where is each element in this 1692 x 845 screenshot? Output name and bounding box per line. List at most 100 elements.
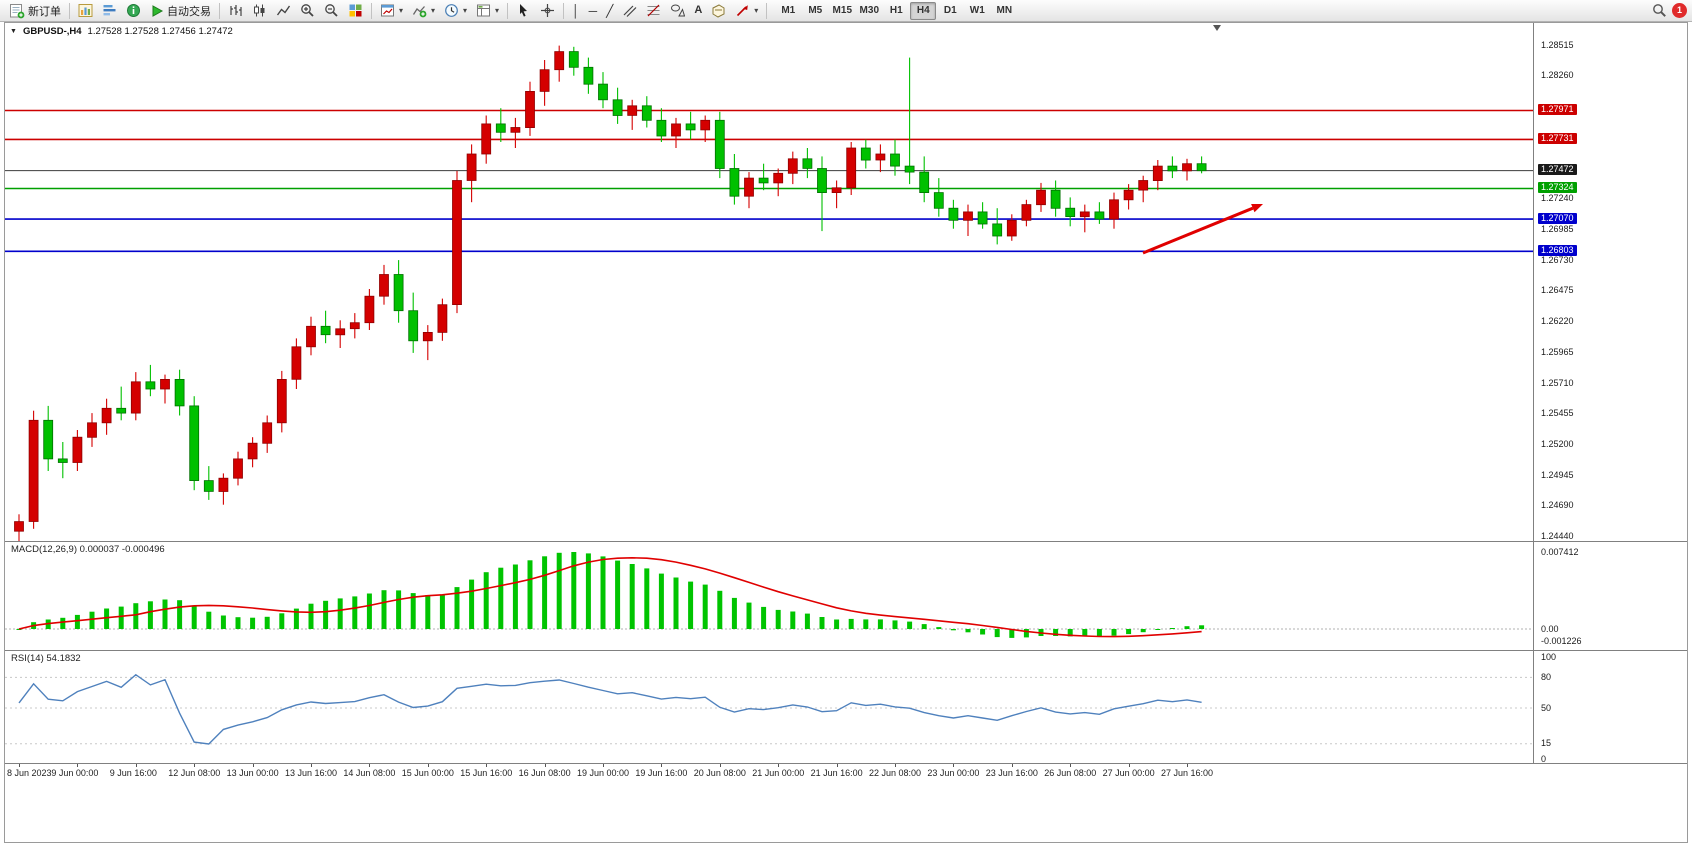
auto-trading-button[interactable]: 自动交易 <box>146 1 215 20</box>
price-axis[interactable]: 1.28515 1.28260 1.27240 1.26985 1.26730 1.264… <box>1533 23 1687 764</box>
indicators-button[interactable]: ▾ <box>408 1 439 20</box>
time-axis-label: 22 Jun 08:00 <box>869 768 922 778</box>
chart-title: ▼ GBPUSD-,H4 1.27528 1.27528 1.27456 1.2… <box>10 26 233 37</box>
zoom-in-button[interactable] <box>296 1 319 20</box>
time-axis[interactable]: 8 Jun 2023 9 Jun 00:00 9 Jun 16:00 12 Jun 0… <box>5 763 1687 783</box>
timeframe-button-m1[interactable]: M1 <box>775 2 801 20</box>
price-axis-label: 1.25965 <box>1541 346 1574 357</box>
rsi-name: RSI(14) <box>11 653 44 664</box>
crosshair-button[interactable] <box>536 1 559 20</box>
panel-separator[interactable] <box>5 650 1687 651</box>
arrows-icon <box>737 5 749 17</box>
dropdown-caret-icon: ▾ <box>463 6 468 15</box>
time-axis-label: 20 Jun 08:00 <box>693 768 746 778</box>
timeframe-button-d1[interactable]: D1 <box>937 2 963 20</box>
panel-separator[interactable] <box>5 541 1687 542</box>
price-line-label: 1.26803 <box>1538 244 1577 256</box>
macd-indicator-label: MACD(12,26,9) 0.000037 -0.000496 <box>11 544 165 555</box>
time-axis-label: 13 Jun 00:00 <box>226 768 279 778</box>
price-axis-label: 1.24440 <box>1541 530 1574 541</box>
rsi-canvas[interactable] <box>5 651 1533 763</box>
macd-values: 0.000037 -0.000496 <box>79 544 165 555</box>
toolbar-separator <box>507 2 509 19</box>
bar-chart-button[interactable] <box>224 1 247 20</box>
arrows-button[interactable]: ▾ <box>731 1 762 20</box>
channel-button[interactable] <box>618 1 641 20</box>
price-axis-label: 100 <box>1541 651 1557 662</box>
price-axis-label: -0.001226 <box>1541 636 1582 647</box>
time-axis-label: 23 Jun 16:00 <box>985 768 1038 778</box>
price-axis-label: 1.26475 <box>1541 285 1574 296</box>
timeframe-button-h4[interactable]: H4 <box>910 1 937 20</box>
time-axis-tick <box>311 764 312 767</box>
timeframe-button-w1[interactable]: W1 <box>964 2 990 20</box>
vertical-line-button[interactable]: │ <box>568 1 584 20</box>
macd-canvas[interactable] <box>5 542 1533 650</box>
periods-icon <box>445 4 458 17</box>
price-axis-label: 15 <box>1541 738 1552 749</box>
time-axis-tick <box>544 764 546 767</box>
new-order-button[interactable]: 新订单 <box>5 1 65 20</box>
cursor-button[interactable] <box>512 1 535 20</box>
time-axis-tick <box>953 764 955 767</box>
time-axis-label: 15 Jun 00:00 <box>401 768 454 778</box>
rsi-panel[interactable]: RSI(14) 54.1832 <box>5 651 1533 763</box>
horizontal-line-button[interactable]: ─ <box>585 1 602 20</box>
price-chart-canvas[interactable] <box>5 23 1533 541</box>
periods-button[interactable]: ▾ <box>440 1 471 20</box>
timeframe-button-m15[interactable]: M15 <box>829 2 855 20</box>
templates-button[interactable]: ▾ <box>472 1 503 20</box>
rsi-indicator-label: RSI(14) 54.1832 <box>11 653 81 664</box>
macd-panel[interactable]: MACD(12,26,9) 0.000037 -0.000496 <box>5 542 1533 650</box>
tile-windows-icon <box>349 4 362 17</box>
label-button[interactable] <box>707 1 730 20</box>
chart-shift-marker[interactable] <box>1213 25 1221 31</box>
info-button[interactable] <box>122 1 145 20</box>
indicators-icon <box>412 6 427 18</box>
price-axis-label: 0.007412 <box>1541 546 1579 557</box>
time-axis-tick <box>427 764 429 767</box>
price-axis-label: 1.28515 <box>1541 39 1574 50</box>
price-axis-label: 80 <box>1541 671 1552 682</box>
timeframe-button-m5[interactable]: M5 <box>802 2 828 20</box>
price-line-label: 1.27971 <box>1538 104 1577 115</box>
candles-group <box>14 45 1207 541</box>
main-toolbar: 新订单 自动交易 <box>0 0 1692 22</box>
candlestick-chart-icon <box>254 4 265 17</box>
price-axis-label: 1.25200 <box>1541 438 1574 449</box>
text-button[interactable]: A <box>690 1 706 20</box>
fibonacci-button[interactable] <box>642 1 665 20</box>
timeframe-button-mn[interactable]: MN <box>991 2 1017 20</box>
time-axis-tick <box>895 764 896 767</box>
shapes-icon <box>671 4 686 17</box>
market-depth-button[interactable] <box>98 1 121 20</box>
trendline-button[interactable]: ╱ <box>602 1 617 20</box>
price-axis-label: 1.26730 <box>1541 254 1574 265</box>
line-chart-button[interactable] <box>272 1 295 20</box>
shapes-button[interactable] <box>666 1 689 20</box>
time-axis-tick <box>77 764 79 767</box>
price-chart-panel[interactable]: ▼ GBPUSD-,H4 1.27528 1.27528 1.27456 1.2… <box>5 23 1533 541</box>
notification-badge[interactable]: 1 <box>1672 3 1687 18</box>
candlestick-chart-button[interactable] <box>248 1 271 20</box>
time-axis-tick <box>252 764 254 767</box>
time-axis-tick <box>194 764 196 767</box>
zoom-out-icon <box>325 4 338 17</box>
market-depth-icon <box>103 5 116 16</box>
horizontal-price-lines <box>5 109 1533 253</box>
timeframe-button-m30[interactable]: M30 <box>856 2 882 20</box>
time-axis-tick <box>603 764 604 767</box>
price-axis-label: 1.24690 <box>1541 500 1574 511</box>
time-axis-tick <box>19 764 20 767</box>
dropdown-caret-icon: ▾ <box>431 6 436 15</box>
timeframe-button-h1[interactable]: H1 <box>883 2 909 20</box>
search-button[interactable] <box>1648 1 1671 20</box>
tile-windows-button[interactable] <box>344 1 367 20</box>
time-axis-label: 16 Jun 08:00 <box>518 768 571 778</box>
symbol-dropdown-icon[interactable]: ▼ <box>10 28 17 35</box>
new-chart-button[interactable]: ▾ <box>376 1 407 20</box>
time-axis-label: 21 Jun 16:00 <box>810 768 863 778</box>
zoom-out-button[interactable] <box>320 1 343 20</box>
charts-button[interactable] <box>74 1 97 20</box>
time-axis-label: 21 Jun 00:00 <box>752 768 805 778</box>
